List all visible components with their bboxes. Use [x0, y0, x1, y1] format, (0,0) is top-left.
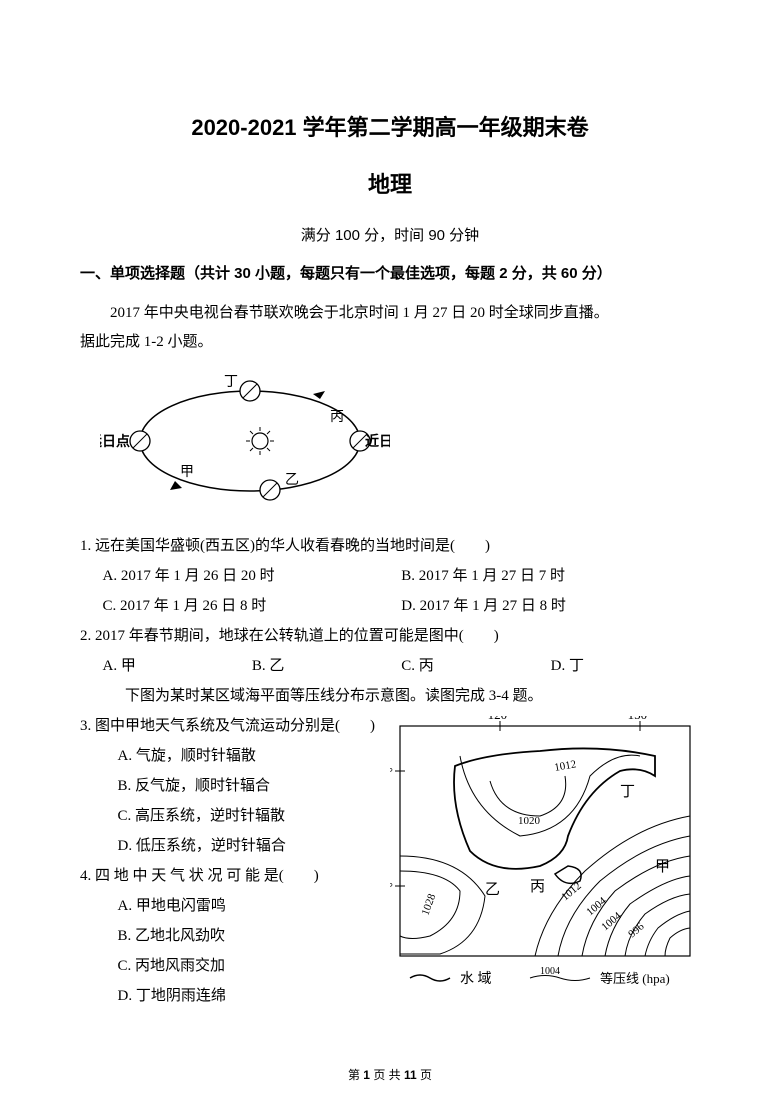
- intro-3-4: 下图为某时某区域海平面等压线分布示意图。读图完成 3-4 题。: [80, 681, 700, 711]
- q2-stem: 2. 2017 年春节期间，地球在公转轨道上的位置可能是图中( ): [80, 621, 700, 651]
- q1-opt-b: B. 2017 年 1 月 27 日 7 时: [401, 561, 700, 591]
- svg-text:丁: 丁: [620, 784, 635, 800]
- label-ding: 丁: [224, 375, 238, 390]
- q2-opt-a: A. 甲: [103, 651, 252, 681]
- svg-text:150°: 150°: [628, 716, 653, 722]
- section-1-header: 一、单项选择题（共计 30 小题，每题只有一个最佳选项，每题 2 分，共 60 …: [80, 260, 700, 287]
- svg-text:丙: 丙: [530, 879, 545, 895]
- q1-opt-c: C. 2017 年 1 月 26 日 8 时: [103, 591, 402, 621]
- exam-info: 满分 100 分，时间 90 分钟: [80, 224, 700, 245]
- svg-text:等压线 (hpa): 等压线 (hpa): [600, 971, 670, 986]
- label-bing: 丙: [330, 410, 344, 425]
- label-yi: 乙: [285, 472, 299, 488]
- subject-title: 地理: [80, 167, 700, 199]
- label-perihelion: 近日点: [365, 433, 390, 450]
- q2-opt-c: C. 丙: [401, 651, 550, 681]
- svg-text:1012: 1012: [559, 880, 584, 903]
- svg-text:1004: 1004: [584, 895, 609, 919]
- pressure-map-diagram: 120° 150° 20° 40° 1012 1020 1028 1012 10: [390, 716, 700, 1001]
- label-aphelion: 远日点: [100, 433, 130, 450]
- svg-text:甲: 甲: [655, 859, 670, 875]
- svg-text:120°: 120°: [488, 716, 513, 722]
- label-jia: 甲: [180, 465, 194, 480]
- svg-text:1004: 1004: [540, 966, 560, 977]
- svg-text:1020: 1020: [518, 815, 541, 827]
- q1-opt-d: D. 2017 年 1 月 27 日 8 时: [401, 591, 700, 621]
- svg-text:水 域: 水 域: [460, 971, 492, 987]
- svg-text:乙: 乙: [485, 882, 500, 898]
- exam-title: 2020-2021 学年第二学期高一年级期末卷: [80, 110, 700, 142]
- svg-text:1012: 1012: [553, 758, 577, 774]
- q2-opt-b: B. 乙: [252, 651, 401, 681]
- svg-text:1028: 1028: [420, 892, 439, 917]
- q1-opt-a: A. 2017 年 1 月 26 日 20 时: [103, 561, 402, 591]
- svg-text:1004: 1004: [599, 910, 624, 934]
- svg-text:20°: 20°: [390, 764, 393, 779]
- passage-1-line2: 据此完成 1-2 小题。: [80, 328, 700, 357]
- svg-text:996: 996: [626, 920, 647, 940]
- q1-stem: 1. 远在美国华盛顿(西五区)的华人收看春晚的当地时间是( ): [80, 531, 700, 561]
- orbit-diagram: 丁 丙 近日点 乙 甲 远日点: [100, 366, 700, 521]
- passage-1-line1: 2017 年中央电视台春节联欢晚会于北京时间 1 月 27 日 20 时全球同步…: [80, 299, 700, 328]
- svg-text:40°: 40°: [390, 879, 393, 894]
- page-number: 第 1 页 共 11 页: [0, 1066, 780, 1083]
- q2-opt-d: D. 丁: [551, 651, 700, 681]
